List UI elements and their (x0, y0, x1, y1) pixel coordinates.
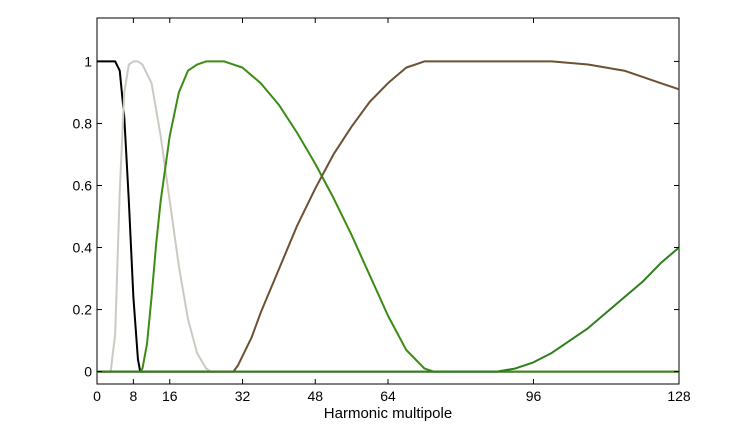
x-tick-label: 64 (380, 388, 396, 404)
x-tick-label: 96 (526, 388, 542, 404)
y-tick-label: 1 (84, 53, 92, 69)
x-tick-label: 32 (235, 388, 251, 404)
y-tick-label: 0.2 (73, 302, 93, 318)
x-tick-label: 16 (162, 388, 178, 404)
x-tick-label: 128 (667, 388, 691, 404)
y-tick-label: 0 (84, 364, 92, 380)
y-tick-label: 0.8 (73, 115, 93, 131)
x-axis-title: Harmonic multipole (324, 405, 452, 422)
x-tick-label: 8 (129, 388, 137, 404)
series-line-3 (97, 60, 679, 373)
x-tick-label: 0 (93, 388, 101, 404)
series-line-5 (97, 246, 680, 373)
y-tick-label: 0.6 (73, 177, 93, 193)
x-tick-label: 48 (307, 388, 323, 404)
series-layer (97, 60, 680, 373)
y-tick-label: 0.4 (73, 240, 93, 256)
plot-frame (96, 17, 680, 385)
tick-layer: 0 8 16 32 48 64 96 128 0 0.2 0.4 0.6 0.8 1 (73, 18, 691, 404)
series-line-4 (97, 60, 680, 373)
series-line-2 (97, 60, 679, 373)
